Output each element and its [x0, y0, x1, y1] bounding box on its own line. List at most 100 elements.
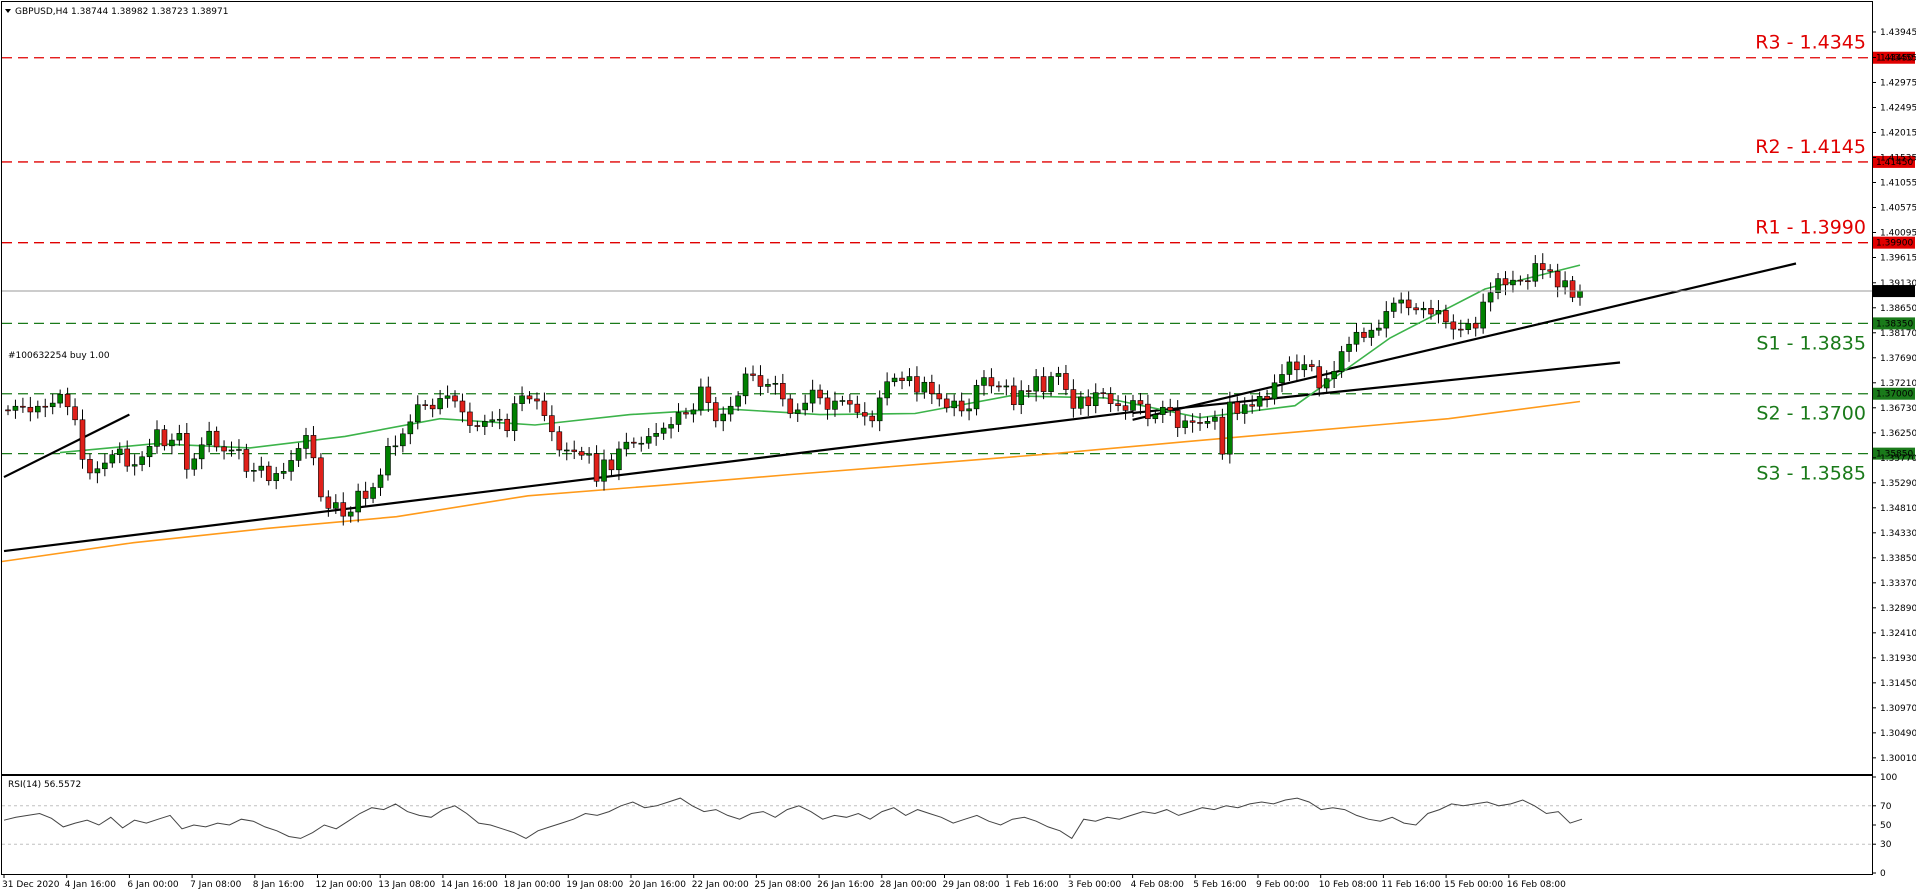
- candle-body: [690, 409, 697, 415]
- candle-body: [1308, 364, 1315, 367]
- rsi-tick-label: 50: [1880, 821, 1892, 831]
- candle-body: [906, 376, 913, 382]
- candle-body: [489, 419, 496, 422]
- candle-body: [146, 446, 153, 458]
- rsi-tick-label: 30: [1880, 840, 1892, 850]
- candle-body: [1361, 331, 1367, 338]
- candle-body: [198, 444, 205, 460]
- price-tick-label: 1.37690: [1880, 354, 1916, 364]
- candle-body: [1264, 396, 1270, 400]
- level-tag-text: 1.35850: [1876, 450, 1913, 460]
- candle-body: [1115, 403, 1121, 407]
- candle-body: [1331, 371, 1337, 379]
- candle-body: [333, 502, 339, 509]
- candle-body: [295, 448, 302, 461]
- candle-body: [355, 490, 361, 513]
- candle-body: [958, 400, 965, 412]
- time-tick-label: 16 Feb 08:00: [1507, 880, 1566, 890]
- candle-body: [847, 400, 853, 405]
- candle-body: [1204, 421, 1211, 424]
- price-axis: 1.43945 1.43455 1.42975 1.42495 1.42015 1.415…: [1872, 28, 1916, 764]
- trendlines-layer: [3, 262, 1797, 553]
- price-tick-label: 1.33370: [1880, 579, 1916, 589]
- candle-body: [139, 456, 145, 465]
- candle-body: [899, 377, 905, 382]
- price-tick-label: 1.32890: [1880, 604, 1916, 614]
- candle-body: [1286, 361, 1293, 375]
- candle-body: [750, 373, 756, 376]
- candle-body: [638, 442, 645, 445]
- candle-body: [1092, 392, 1099, 407]
- candle-body: [273, 473, 280, 482]
- candle-body: [698, 386, 704, 411]
- candle-body: [1137, 400, 1144, 405]
- candle-body: [1189, 420, 1196, 423]
- candle-body: [876, 397, 883, 422]
- candle-body: [1301, 364, 1308, 371]
- candle-body: [1085, 396, 1092, 407]
- price-tick-label: 1.30010: [1880, 754, 1916, 764]
- time-tick-label: 20 Jan 16:00: [629, 880, 686, 890]
- candle-body: [787, 398, 794, 414]
- candle-body: [794, 409, 801, 414]
- candle-body: [1003, 385, 1010, 388]
- candle-body: [1413, 307, 1419, 311]
- candle-body: [1554, 271, 1561, 288]
- candle-body: [35, 405, 41, 413]
- candle-body: [1219, 416, 1226, 455]
- time-tick-label: 29 Jan 08:00: [943, 880, 1000, 890]
- candle-body: [1279, 374, 1285, 384]
- candle-body: [1398, 299, 1404, 304]
- time-tick-label: 5 Feb 16:00: [1193, 880, 1247, 890]
- candle-body: [1465, 323, 1472, 330]
- candle-body: [288, 460, 294, 472]
- level-label: R1 - 1.3990: [1755, 217, 1866, 239]
- candle-body: [154, 429, 160, 447]
- candle-body: [653, 433, 659, 437]
- candle-body: [42, 405, 49, 408]
- candle-body: [1457, 328, 1464, 331]
- candle-body: [1532, 263, 1539, 282]
- candle-body: [1159, 406, 1166, 415]
- trendline: [3, 410, 1133, 553]
- candle-body: [1517, 279, 1524, 282]
- candle-body: [772, 383, 779, 385]
- candle-body: [109, 454, 116, 464]
- last-price-marker: 1.38971: [2, 285, 1915, 298]
- candle-body: [921, 381, 928, 393]
- candle-body: [578, 451, 585, 456]
- candle-body: [1383, 311, 1390, 329]
- candles-layer: [5, 253, 1583, 526]
- candle-body: [1174, 410, 1181, 428]
- rsi-label: RSI(14) 56.5572: [8, 780, 81, 790]
- candle-body: [280, 471, 287, 474]
- dropdown-triangle-icon[interactable]: [5, 9, 11, 13]
- time-tick-label: 4 Feb 08:00: [1131, 880, 1185, 890]
- candle-body: [549, 415, 555, 433]
- candle-body: [213, 430, 220, 448]
- last-price-tag: [1873, 285, 1915, 298]
- candle-body: [258, 465, 265, 471]
- candle-body: [884, 381, 890, 399]
- candle-body: [1316, 366, 1323, 389]
- candle-body: [802, 402, 808, 411]
- level-tag: [1873, 236, 1915, 249]
- rsi-tick-label: 100: [1880, 773, 1897, 783]
- candle-body: [12, 405, 19, 411]
- candle-body: [496, 418, 503, 421]
- candle-body: [1390, 302, 1397, 312]
- candle-body: [757, 375, 764, 387]
- candle-body: [914, 376, 920, 393]
- level-tag-text: 1.39900: [1876, 239, 1913, 249]
- price-tick-label: 1.35290: [1880, 479, 1916, 489]
- candle-body: [534, 398, 540, 402]
- candle-body: [608, 459, 615, 471]
- candle-body: [79, 419, 86, 460]
- candle-body: [861, 412, 868, 417]
- candle-body: [1338, 351, 1345, 372]
- candle-body: [318, 457, 324, 498]
- candle-body: [981, 377, 987, 386]
- candle-body: [1487, 292, 1494, 303]
- candle-body: [452, 395, 458, 402]
